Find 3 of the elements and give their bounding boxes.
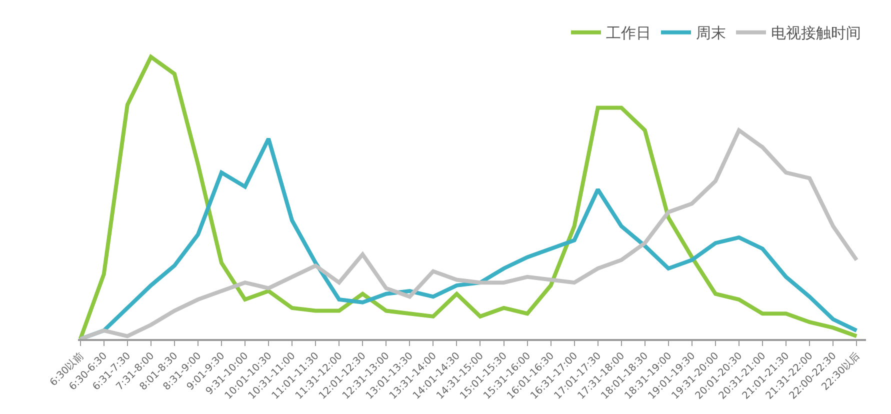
legend-label: 电视接触时间 (771, 24, 861, 42)
legend-label: 工作日 (606, 24, 651, 42)
legend-label: 周末 (696, 24, 726, 42)
